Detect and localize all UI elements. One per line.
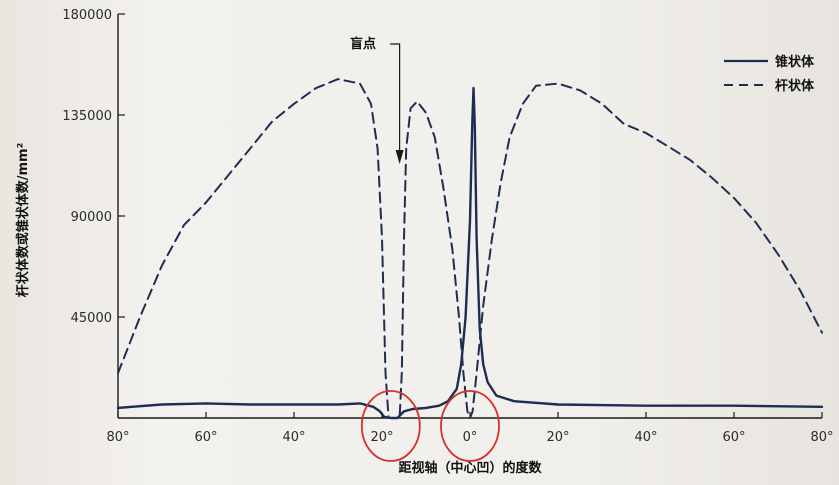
x-tick-label: 80° bbox=[810, 430, 833, 445]
blind-spot-arrow bbox=[390, 43, 401, 152]
blind-spot-annotation: 盲点 bbox=[350, 36, 404, 164]
legend: 锥状体 杆状体 bbox=[724, 54, 815, 94]
y-tick-label: 90000 bbox=[71, 210, 112, 225]
blind-spot-circle bbox=[360, 390, 421, 462]
y-axis-title: 杆状体数或锥状体数/mm² bbox=[15, 143, 31, 298]
legend-label-rods: 杆状体 bbox=[775, 78, 815, 94]
highlight-layer bbox=[360, 390, 500, 462]
x-tick-label: 60° bbox=[722, 430, 745, 445]
x-tick-label: 0° bbox=[463, 430, 478, 445]
x-tick-label: 40° bbox=[282, 430, 305, 445]
x-tick-label: 60° bbox=[194, 430, 217, 445]
y-ticks: 180000 135000 90000 45000 bbox=[62, 8, 125, 326]
series-line-cones bbox=[116, 86, 824, 420]
x-tick-label: 80° bbox=[106, 430, 129, 445]
x-tick-label: 40° bbox=[634, 430, 657, 445]
y-tick-label: 45000 bbox=[71, 311, 112, 326]
y-tick-label: 180000 bbox=[62, 8, 112, 23]
x-ticks: 80° 60° 40° 20° 0° 20° 40° 60° 80° bbox=[106, 412, 834, 445]
legend-label-cones: 锥状体 bbox=[775, 54, 815, 70]
x-tick-label: 20° bbox=[370, 430, 393, 445]
fovea-circle bbox=[440, 390, 500, 462]
blind-spot-label: 盲点 bbox=[350, 36, 376, 52]
x-tick-label: 20° bbox=[546, 430, 569, 445]
x-axis-title: 距视轴（中心凹）的度数 bbox=[398, 460, 542, 476]
series-layer bbox=[116, 78, 824, 420]
series-line-rods bbox=[117, 78, 823, 419]
y-tick-label: 135000 bbox=[62, 109, 112, 124]
blind-spot-arrowhead bbox=[395, 150, 404, 164]
